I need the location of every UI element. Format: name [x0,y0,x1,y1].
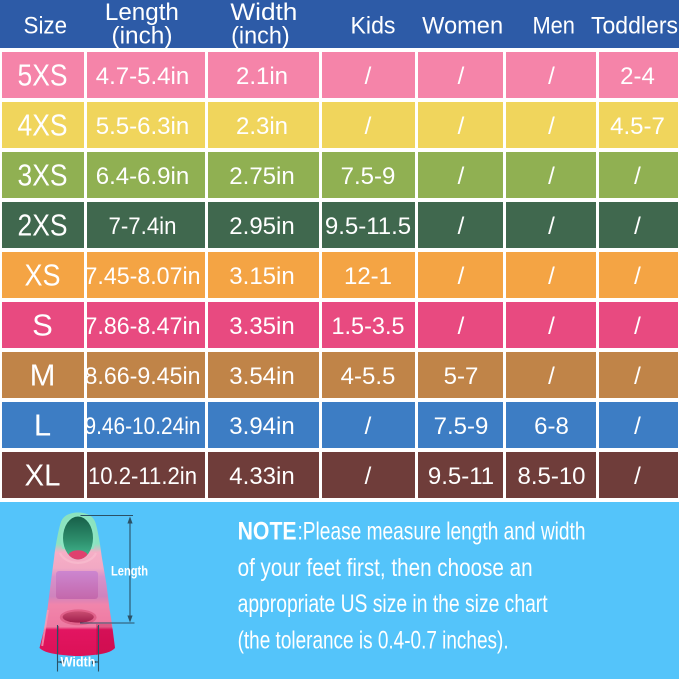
svg-text:7.86-8.47in: 7.86-8.47in [85,313,201,340]
svg-text:/: / [458,213,465,240]
svg-text:(inch): (inch) [231,22,290,49]
svg-text:5.5-6.3in: 5.5-6.3in [96,113,190,140]
svg-text:/: / [548,113,555,140]
svg-text:/: / [548,163,555,190]
svg-text:/: / [458,63,465,90]
svg-text:/: / [458,113,465,140]
svg-text:XS: XS [25,258,61,293]
svg-text:7-7.4in: 7-7.4in [109,213,177,240]
svg-text:/: / [548,313,555,340]
svg-text:3.35in: 3.35in [229,313,294,340]
svg-text:/: / [548,63,555,90]
svg-text:Width: Width [61,653,96,669]
svg-text:/: / [548,363,555,390]
svg-text:/: / [458,163,465,190]
svg-text:/: / [365,113,372,140]
svg-text:/: / [365,63,372,90]
svg-text:4.5-7: 4.5-7 [610,113,665,140]
svg-text:/: / [634,263,641,290]
svg-text:5-7: 5-7 [444,363,479,390]
svg-text:3.94in: 3.94in [229,413,294,440]
svg-text:XL: XL [25,458,61,493]
svg-text:2.95in: 2.95in [229,213,294,240]
svg-text:6.4-6.9in: 6.4-6.9in [96,163,190,190]
svg-text:4.7-5.4in: 4.7-5.4in [96,63,190,90]
svg-text:Length: Length [105,0,179,26]
svg-text:1.5-3.5: 1.5-3.5 [332,313,405,340]
svg-text:/: / [365,463,372,490]
svg-text:/: / [634,463,641,490]
svg-text:S: S [32,308,53,343]
svg-text:9.46-10.24in: 9.46-10.24in [85,413,201,440]
svg-text:3.54in: 3.54in [229,363,294,390]
svg-text:/: / [548,263,555,290]
svg-text:/: / [634,163,641,190]
svg-text:/: / [634,313,641,340]
svg-text:3XS: 3XS [18,158,68,193]
svg-text:(the tolerance is 0.4-0.7 inch: (the tolerance is 0.4-0.7 inches). [238,626,509,654]
svg-text:8.66-9.45in: 8.66-9.45in [85,363,201,390]
svg-text:9.5-11.5: 9.5-11.5 [325,213,411,240]
svg-text:M: M [30,358,56,393]
svg-text:2.1in: 2.1in [236,63,288,90]
svg-text::Please measure length and wid: :Please measure length and width [298,518,586,546]
svg-text:7.5-9: 7.5-9 [434,413,489,440]
svg-text:3.15in: 3.15in [229,263,294,290]
svg-text:/: / [634,363,641,390]
svg-text:appropriate US size in the siz: appropriate US size in the size chart [238,590,548,618]
svg-text:Toddlers: Toddlers [591,12,678,39]
svg-text:9.5-11: 9.5-11 [428,463,494,490]
svg-text:7.45-8.07in: 7.45-8.07in [85,263,201,290]
svg-text:10.2-11.2in: 10.2-11.2in [88,463,197,490]
svg-text:2XS: 2XS [18,208,68,243]
svg-text:/: / [548,213,555,240]
svg-text:4.33in: 4.33in [229,463,294,490]
svg-text:/: / [634,213,641,240]
svg-text:4XS: 4XS [18,108,68,143]
svg-text:Width: Width [230,0,297,26]
svg-text:5XS: 5XS [18,58,68,93]
svg-text:2.75in: 2.75in [229,163,294,190]
svg-text:4-5.5: 4-5.5 [341,363,396,390]
svg-text:6-8: 6-8 [534,413,569,440]
svg-text:/: / [458,263,465,290]
svg-text:12-1: 12-1 [344,263,392,290]
svg-text:2-4: 2-4 [620,63,655,90]
svg-text:NOTE: NOTE [238,518,297,546]
svg-text:of your feet first, then choos: of your feet first, then choose an [238,554,533,582]
svg-text:2.3in: 2.3in [236,113,288,140]
svg-text:Length: Length [111,563,148,579]
svg-text:/: / [634,413,641,440]
svg-text:7.5-9: 7.5-9 [341,163,396,190]
svg-text:/: / [365,413,372,440]
svg-text:Women: Women [422,12,503,39]
svg-text:8.5-10: 8.5-10 [517,463,585,490]
svg-text:Men: Men [532,12,575,39]
svg-text:Size: Size [24,12,68,39]
svg-text:(inch): (inch) [112,22,173,49]
svg-text:Kids: Kids [351,12,396,39]
svg-text:L: L [34,408,51,443]
svg-text:/: / [458,313,465,340]
